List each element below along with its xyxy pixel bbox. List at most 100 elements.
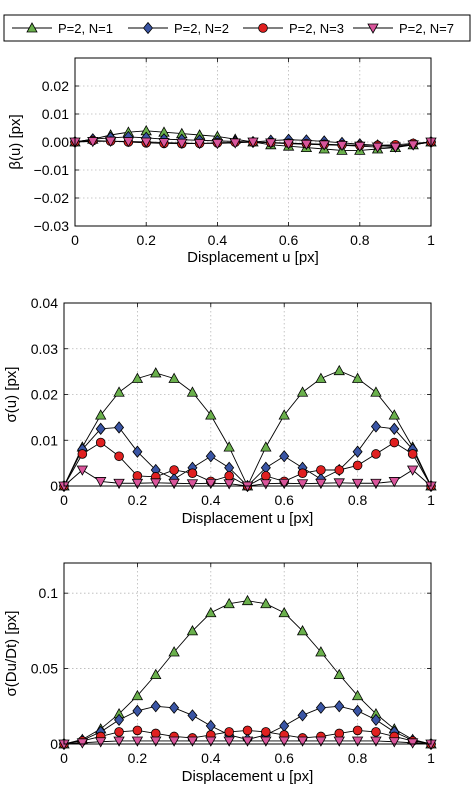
- x-axis-label: Displacement u [px]: [182, 510, 314, 527]
- data-point: [333, 478, 345, 489]
- x-tick-label: 0: [60, 750, 68, 766]
- data-point: [261, 471, 271, 481]
- y-tick-label: 0.04: [31, 295, 58, 311]
- legend-label: P=2, N=1: [58, 21, 113, 36]
- data-point: [265, 138, 277, 149]
- sigma-dudt-panel: 0 0.2 0.4 0.6 0.8 1 0 0.05 0.1 Displacement u [px…: [3, 562, 437, 785]
- data-point: [282, 139, 295, 150]
- data-point: [95, 737, 107, 748]
- data-point: [315, 478, 327, 490]
- y-tick-label: 0: [50, 478, 58, 494]
- data-point: [278, 409, 290, 420]
- x-tick-label: 0: [60, 492, 68, 508]
- data-point: [140, 137, 152, 148]
- data-point: [114, 727, 124, 737]
- data-point: [354, 141, 366, 153]
- y-axis-label: β(u) [px]: [7, 114, 24, 169]
- legend-marker: [142, 21, 154, 35]
- data-point: [87, 137, 99, 148]
- data-point: [352, 704, 363, 717]
- data-point: [370, 736, 382, 747]
- data-point: [205, 606, 217, 618]
- data-point: [296, 479, 309, 490]
- data-point: [205, 736, 217, 747]
- data-point: [296, 736, 309, 747]
- x-tick-label: 0.2: [128, 750, 148, 766]
- data-point: [388, 477, 400, 488]
- data-point: [371, 727, 381, 737]
- legend-label: P=2, N=7: [399, 21, 454, 36]
- data-point: [406, 465, 419, 476]
- x-tick-label: 0.8: [348, 492, 368, 508]
- data-point: [186, 736, 199, 747]
- y-tick-label: −0.02: [34, 190, 70, 206]
- data-point: [370, 420, 381, 433]
- data-point: [278, 478, 290, 490]
- data-point: [389, 422, 400, 435]
- data-point: [187, 709, 198, 722]
- data-point: [95, 437, 106, 448]
- data-point: [224, 471, 234, 481]
- data-point: [297, 709, 308, 722]
- data-point: [315, 736, 327, 747]
- data-point: [352, 445, 363, 458]
- data-point: [351, 736, 364, 747]
- data-point: [169, 701, 180, 714]
- data-point: [315, 701, 326, 714]
- data-point: [76, 465, 89, 476]
- data-point: [113, 386, 125, 397]
- legend-marker: [258, 23, 268, 33]
- x-tick-label: 1: [427, 750, 435, 766]
- data-point: [224, 727, 234, 737]
- data-point: [241, 736, 254, 747]
- data-point: [296, 386, 309, 397]
- data-point: [407, 140, 419, 151]
- data-point: [205, 478, 217, 490]
- data-point: [351, 478, 364, 490]
- data-point: [150, 668, 162, 680]
- axes-frame: [63, 562, 432, 745]
- data-point: [388, 409, 400, 420]
- x-tick-label: 0.2: [128, 492, 148, 508]
- beta-panel: 0 0.2 0.4 0.6 0.8 1 −0.03 −0.02 −0.01 0.00 0.01 0.0…: [7, 57, 437, 266]
- data-point: [260, 479, 272, 490]
- data-point: [113, 736, 125, 747]
- data-point: [132, 445, 143, 458]
- y-tick-label: 0.01: [42, 106, 69, 122]
- data-point: [150, 728, 161, 739]
- data-point: [247, 137, 259, 148]
- x-tick-label: 0.8: [348, 750, 368, 766]
- data-point: [370, 713, 381, 726]
- data-point: [150, 478, 162, 489]
- x-tick-label: 0.6: [274, 492, 294, 508]
- data-point: [150, 367, 162, 378]
- x-tick-label: 0.8: [350, 232, 370, 248]
- data-point: [122, 137, 135, 148]
- legend-marker: [367, 23, 379, 34]
- data-point: [150, 736, 162, 747]
- x-tick-label: 1: [427, 492, 435, 508]
- data-point: [278, 606, 290, 618]
- data-point: [131, 736, 144, 747]
- data-point: [371, 142, 384, 153]
- data-point: [150, 700, 161, 713]
- data-point: [131, 478, 144, 490]
- data-point: [76, 738, 89, 749]
- data-point: [104, 136, 117, 147]
- y-tick-label: −0.03: [34, 218, 70, 234]
- sigma-u-panel: 0 0.2 0.4 0.6 0.8 1 0 0.01 0.02 0.03 0.04 Displacem…: [3, 295, 437, 527]
- x-tick-label: 0.4: [201, 492, 221, 508]
- data-point: [333, 364, 345, 376]
- x-tick-label: 0.6: [274, 750, 294, 766]
- y-tick-label: 0.00: [42, 134, 69, 150]
- data-point: [223, 479, 235, 490]
- data-point: [278, 736, 290, 747]
- data-point: [261, 727, 271, 737]
- y-tick-label: 0.02: [31, 387, 58, 403]
- data-point: [176, 138, 188, 149]
- legend-marker: [26, 22, 38, 33]
- x-tick-label: 0.4: [208, 232, 228, 248]
- legend-label: P=2, N=2: [174, 21, 229, 36]
- legend-label: P=2, N=3: [289, 21, 344, 36]
